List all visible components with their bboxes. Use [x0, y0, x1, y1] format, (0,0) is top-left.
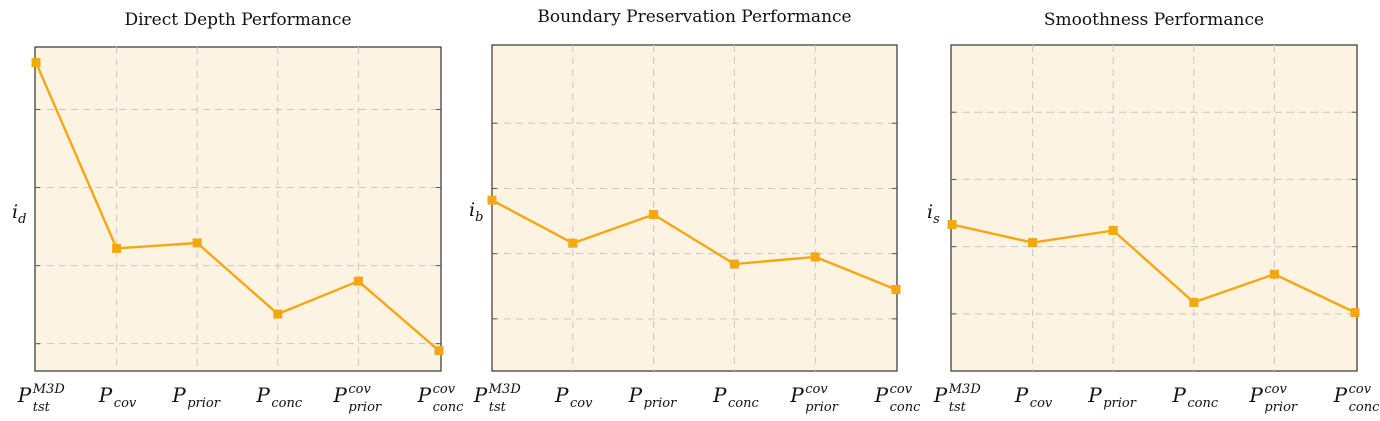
svg-text:tst: tst [949, 400, 967, 415]
x-tick-label: P M3D tst [473, 382, 522, 415]
data-point [1028, 238, 1038, 248]
svg-text:prior: prior [348, 400, 382, 415]
data-point [112, 243, 122, 253]
plot-area [34, 46, 442, 372]
y-axis-label: id [12, 201, 26, 227]
svg-text:tst: tst [489, 400, 507, 415]
svg-text:cov: cov [570, 396, 593, 411]
svg-text:P: P [1333, 383, 1348, 407]
series-line [491, 199, 897, 291]
data-point [1108, 226, 1118, 236]
chart-title: Smoothness Performance [1044, 10, 1264, 30]
data-point [353, 276, 363, 286]
svg-text:prior: prior [805, 400, 839, 415]
svg-text:prior: prior [644, 396, 678, 411]
svg-text:P: P [789, 383, 804, 407]
svg-text:cov: cov [433, 382, 456, 397]
svg-text:P: P [628, 383, 643, 407]
data-point [891, 285, 901, 294]
data-point [192, 238, 202, 248]
svg-text:P: P [332, 383, 347, 407]
svg-text:cov: cov [114, 396, 137, 411]
y-axis-label: is [927, 201, 940, 227]
x-tick-label: P M3D tst [933, 382, 982, 415]
plot-area [491, 44, 898, 372]
data-point [1350, 308, 1360, 318]
svg-text:P: P [473, 383, 488, 407]
svg-text:cov: cov [1264, 382, 1287, 397]
svg-text:P: P [933, 383, 948, 407]
data-point [31, 58, 41, 68]
data-point [273, 309, 283, 319]
svg-text:cov: cov [348, 382, 371, 397]
svg-text:P: P [417, 383, 432, 407]
svg-text:cov: cov [1349, 382, 1372, 397]
chart-title: Direct Depth Performance [124, 10, 351, 30]
svg-text:P: P [874, 383, 889, 407]
data-point [947, 219, 957, 229]
svg-text:M3D: M3D [488, 382, 522, 397]
svg-text:conc: conc [728, 396, 759, 411]
series-line [951, 223, 1356, 314]
svg-text:cov: cov [890, 382, 913, 397]
y-axis-label: ib [469, 199, 483, 225]
svg-text:cov: cov [805, 382, 828, 397]
chart-title: Boundary Preservation Performance [537, 7, 851, 27]
svg-text:P: P [255, 383, 270, 407]
svg-text:tst: tst [33, 400, 51, 415]
data-point [487, 195, 497, 205]
x-tick-label: P M3D tst [17, 382, 66, 415]
data-point [1269, 269, 1279, 279]
svg-text:conc: conc [433, 400, 464, 415]
data-point [729, 259, 739, 269]
svg-text:prior: prior [187, 396, 221, 411]
svg-text:P: P [1171, 383, 1186, 407]
svg-text:P: P [712, 383, 727, 407]
data-point [810, 252, 820, 262]
svg-text:prior: prior [1103, 396, 1137, 411]
svg-text:conc: conc [271, 396, 302, 411]
svg-text:P: P [554, 383, 569, 407]
svg-text:cov: cov [1030, 396, 1053, 411]
svg-text:P: P [1087, 383, 1102, 407]
svg-text:P: P [17, 383, 32, 407]
svg-text:prior: prior [1264, 400, 1298, 415]
data-point [649, 210, 659, 220]
data-point [1189, 297, 1199, 307]
svg-text:P: P [1248, 383, 1263, 407]
svg-text:conc: conc [890, 400, 921, 415]
plot-area [950, 44, 1358, 372]
series-line [34, 62, 440, 352]
svg-text:conc: conc [1187, 396, 1218, 411]
svg-text:M3D: M3D [948, 382, 982, 397]
svg-text:P: P [1014, 383, 1029, 407]
svg-text:P: P [98, 383, 113, 407]
svg-text:conc: conc [1349, 400, 1380, 415]
data-point [568, 238, 578, 248]
svg-text:P: P [171, 383, 186, 407]
data-point [434, 346, 444, 356]
svg-text:M3D: M3D [32, 382, 66, 397]
